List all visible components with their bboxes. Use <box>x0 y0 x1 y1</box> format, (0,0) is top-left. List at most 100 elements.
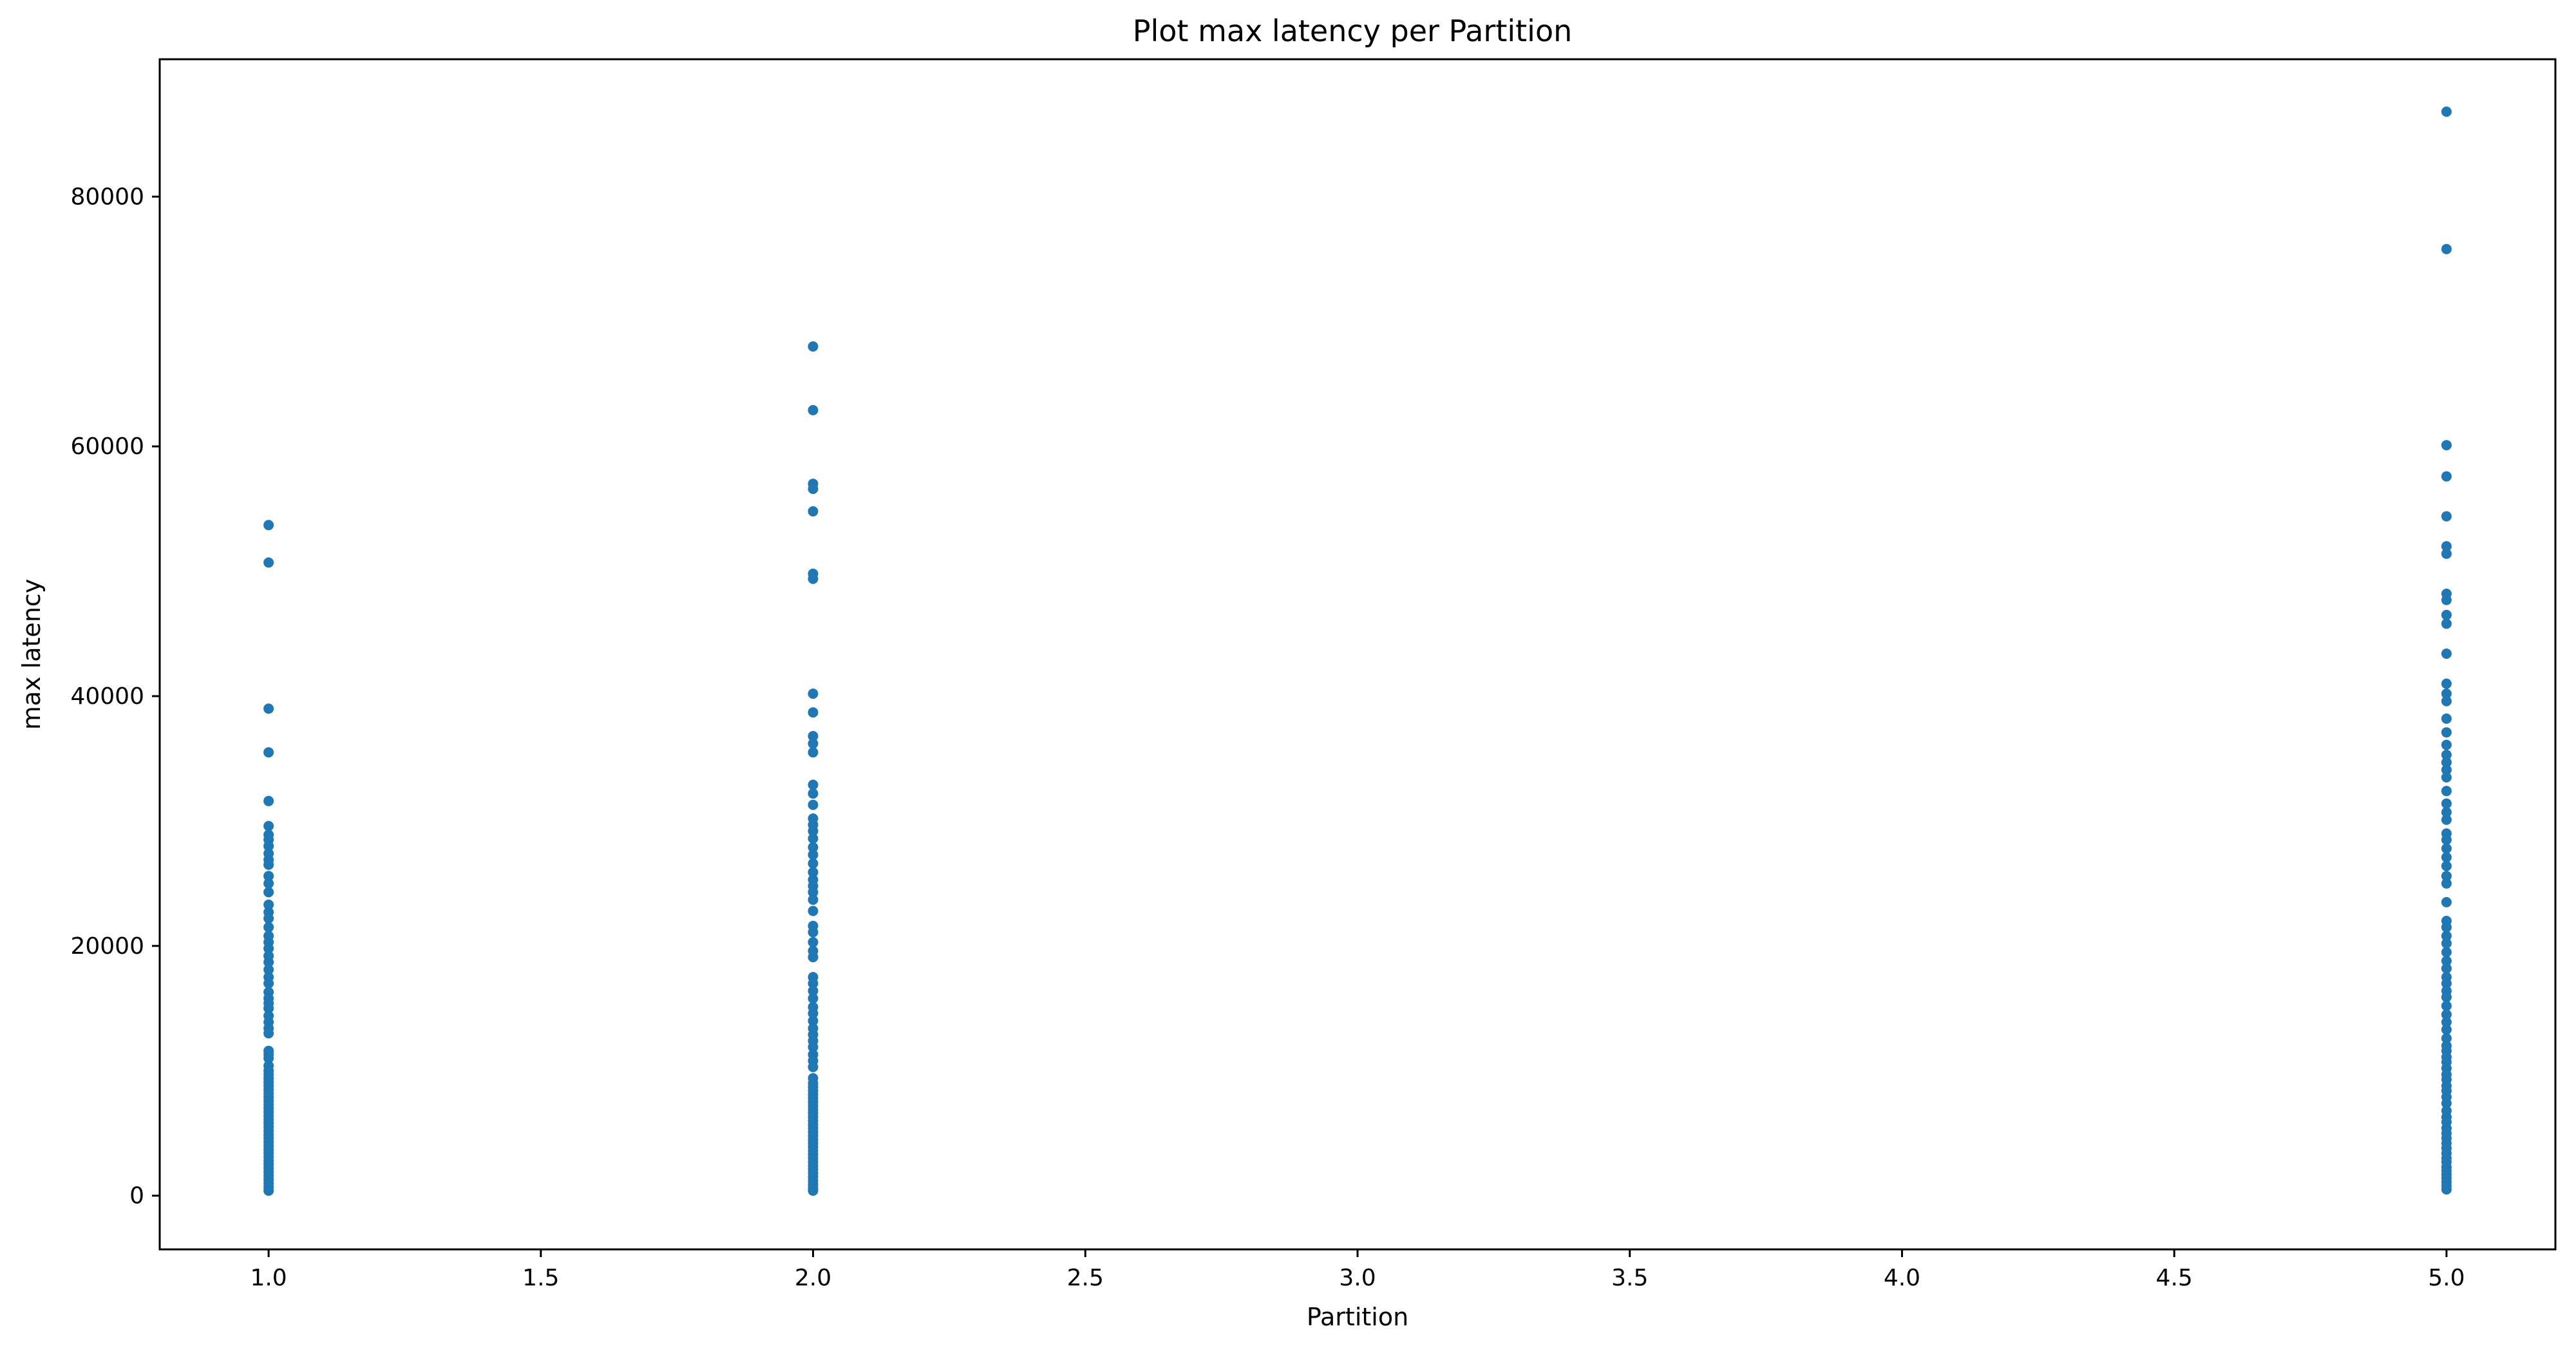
data-point <box>263 899 274 910</box>
data-point <box>2441 440 2452 451</box>
x-tick-label: 3.5 <box>1611 1265 1648 1291</box>
data-point <box>808 937 819 947</box>
data-point <box>808 688 819 699</box>
data-point <box>263 1028 274 1039</box>
chart-title: Plot max latency per Partition <box>1133 14 1573 48</box>
y-axis-label: max latency <box>17 579 46 730</box>
y-tick-label: 0 <box>129 1183 144 1209</box>
data-point <box>263 703 274 714</box>
y-tick-label: 20000 <box>70 933 144 960</box>
x-tick-label: 4.0 <box>1884 1265 1920 1291</box>
data-point <box>808 1041 819 1052</box>
x-tick-label: 4.5 <box>2156 1265 2193 1291</box>
data-point <box>808 867 819 878</box>
y-tick-label: 80000 <box>70 184 144 210</box>
y-tick-label: 40000 <box>70 683 144 710</box>
data-point <box>2441 772 2452 782</box>
data-point <box>263 943 274 954</box>
data-point <box>263 1003 274 1014</box>
y-tick-label: 60000 <box>70 433 144 460</box>
data-point <box>2441 757 2452 768</box>
data-point <box>2441 1009 2452 1020</box>
data-point <box>808 985 819 996</box>
data-point <box>2441 852 2452 863</box>
data-point <box>808 849 819 860</box>
data-points <box>263 106 2452 1196</box>
data-point <box>808 858 819 869</box>
data-point <box>808 978 819 989</box>
x-tick-label: 1.5 <box>522 1265 559 1291</box>
data-point <box>263 747 274 758</box>
data-point <box>2441 511 2452 522</box>
data-point <box>808 1008 819 1019</box>
data-point <box>2441 878 2452 889</box>
data-point <box>808 905 819 916</box>
data-point <box>2441 860 2452 871</box>
data-point <box>263 978 274 989</box>
data-point <box>263 840 274 851</box>
data-point <box>2441 594 2452 605</box>
data-point <box>2441 1017 2452 1028</box>
data-point <box>808 927 819 938</box>
data-point <box>808 738 819 749</box>
data-point <box>2441 871 2452 882</box>
data-point <box>808 1061 819 1072</box>
data-point <box>263 878 274 889</box>
data-point <box>2441 807 2452 818</box>
data-point <box>808 887 819 898</box>
data-point <box>2441 764 2452 775</box>
plot-area-frame <box>158 58 2557 1251</box>
data-point <box>2441 963 2452 974</box>
data-point <box>808 341 819 352</box>
data-point <box>2441 947 2452 958</box>
x-tick-label: 1.0 <box>250 1265 287 1291</box>
x-tick-label: 5.0 <box>2428 1265 2465 1291</box>
data-point <box>263 1185 274 1196</box>
data-point <box>2441 956 2452 967</box>
data-point <box>808 833 819 844</box>
data-point <box>2441 750 2452 761</box>
data-point <box>808 779 819 790</box>
data-point <box>2441 835 2452 845</box>
data-point <box>2441 678 2452 689</box>
x-tick-label: 3.0 <box>1339 1265 1376 1291</box>
data-point <box>808 826 819 837</box>
data-point <box>2441 896 2452 907</box>
y-axis-ticks: 0 20000 40000 60000 80000 <box>70 184 160 1209</box>
data-point <box>2441 713 2452 724</box>
x-tick-label: 2.5 <box>1067 1265 1104 1291</box>
data-point <box>2441 609 2452 620</box>
data-point <box>2441 1024 2452 1035</box>
data-point <box>2441 931 2452 942</box>
data-point <box>808 731 819 741</box>
data-point <box>808 952 819 963</box>
data-point <box>2441 696 2452 706</box>
x-axis-label: Partition <box>1307 1303 1408 1331</box>
data-point <box>2441 1033 2452 1044</box>
data-point <box>263 820 274 831</box>
data-point <box>2441 814 2452 825</box>
data-point <box>2441 727 2452 738</box>
data-point <box>808 404 819 415</box>
data-point <box>263 520 274 531</box>
x-tick-label: 2.0 <box>795 1265 831 1291</box>
data-point <box>2441 548 2452 559</box>
data-point <box>2441 1184 2452 1195</box>
data-point <box>263 887 274 898</box>
data-point <box>808 788 819 799</box>
data-point <box>2441 649 2452 659</box>
data-point <box>808 506 819 516</box>
data-point <box>2441 243 2452 254</box>
data-point <box>263 913 274 924</box>
data-point <box>808 842 819 853</box>
data-point <box>2441 1000 2452 1011</box>
data-point <box>808 573 819 584</box>
data-point <box>263 871 274 882</box>
data-point <box>2441 938 2452 949</box>
data-point <box>2441 922 2452 933</box>
data-point <box>808 707 819 718</box>
data-point <box>263 922 274 933</box>
